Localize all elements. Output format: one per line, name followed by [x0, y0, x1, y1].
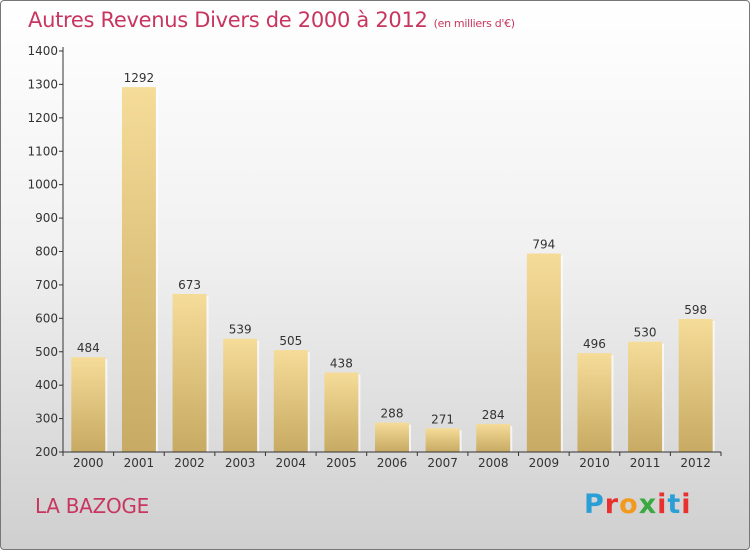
y-tick-label: 200: [35, 445, 58, 459]
logo-letter: i: [657, 489, 668, 520]
bar-series: [71, 87, 715, 452]
bar-value-label: 284: [482, 408, 505, 422]
x-tick-label: 2004: [275, 456, 306, 470]
bar-value-label: 794: [532, 238, 555, 252]
bar-value-label: 288: [381, 407, 404, 421]
x-tick-label: 2000: [73, 456, 104, 470]
chart-labels: 484 2000 1292 2001 673 2002 539 2003 505 2004 438 2…: [27, 44, 711, 470]
bar-value-label: 271: [431, 412, 454, 426]
y-tick-label: 1200: [27, 111, 58, 125]
y-tick-label: 900: [35, 211, 58, 225]
bar-2000: [71, 357, 106, 452]
x-tick-label: 2011: [630, 456, 661, 470]
bar-2007: [425, 428, 460, 452]
bar-value-label: 1292: [124, 71, 155, 85]
logo-letter: t: [667, 489, 682, 520]
logo-letter: r: [604, 489, 620, 520]
logo-letter: i: [681, 489, 692, 520]
chart-title-text: Autres Revenus Divers de 2000 à 2012: [28, 8, 428, 32]
chart-axes: [59, 47, 722, 456]
location-label: LA BAZOGE: [35, 494, 149, 518]
bar-value-label: 505: [279, 334, 302, 348]
bar-value-label: 539: [229, 323, 252, 337]
bar-value-label: 484: [77, 341, 100, 355]
chart-subtitle: (en milliers d'€): [433, 17, 515, 30]
chart-title: Autres Revenus Divers de 2000 à 2012 (en …: [28, 8, 515, 32]
y-tick-label: 1100: [27, 144, 58, 158]
bar-2006: [375, 422, 409, 452]
y-tick-label: 1000: [27, 178, 58, 192]
y-tick-label: 500: [35, 345, 58, 359]
bar-value-label: 438: [330, 356, 353, 370]
x-tick-label: 2010: [579, 456, 610, 470]
y-tick-label: 400: [35, 378, 58, 392]
x-tick-label: 2009: [529, 456, 560, 470]
bar-value-label: 598: [684, 303, 707, 317]
y-tick-label: 1300: [27, 77, 58, 91]
bar-value-label: 673: [178, 278, 201, 292]
bar-value-label: 530: [634, 326, 657, 340]
bar-2012: [678, 319, 713, 452]
proxiti-logo[interactable]: Proxiti: [584, 489, 692, 520]
y-tick-label: 700: [35, 278, 58, 292]
x-tick-label: 2006: [377, 456, 408, 470]
y-tick-label: 600: [35, 311, 58, 325]
bar-2001: [121, 87, 156, 452]
logo-letter: P: [584, 489, 605, 520]
x-tick-label: 2001: [124, 456, 155, 470]
x-tick-label: 2002: [174, 456, 205, 470]
bar-2002: [172, 293, 207, 452]
bar-2009: [526, 253, 561, 452]
bar-2005: [324, 372, 359, 452]
y-tick-label: 300: [35, 412, 58, 426]
x-tick-label: 2003: [225, 456, 256, 470]
y-tick-label: 1400: [27, 44, 58, 58]
bar-2008: [476, 423, 511, 452]
x-tick-label: 2008: [478, 456, 509, 470]
logo-letter: x: [638, 489, 658, 520]
bar-2003: [223, 338, 258, 452]
logo-letter: o: [619, 489, 639, 520]
x-tick-label: 2012: [680, 456, 711, 470]
bar-value-label: 496: [583, 337, 606, 351]
bar-2004: [273, 350, 308, 452]
bar-2010: [577, 353, 612, 452]
y-tick-label: 800: [35, 245, 58, 259]
x-tick-label: 2005: [326, 456, 357, 470]
bar-2011: [628, 341, 663, 452]
x-tick-label: 2007: [427, 456, 458, 470]
